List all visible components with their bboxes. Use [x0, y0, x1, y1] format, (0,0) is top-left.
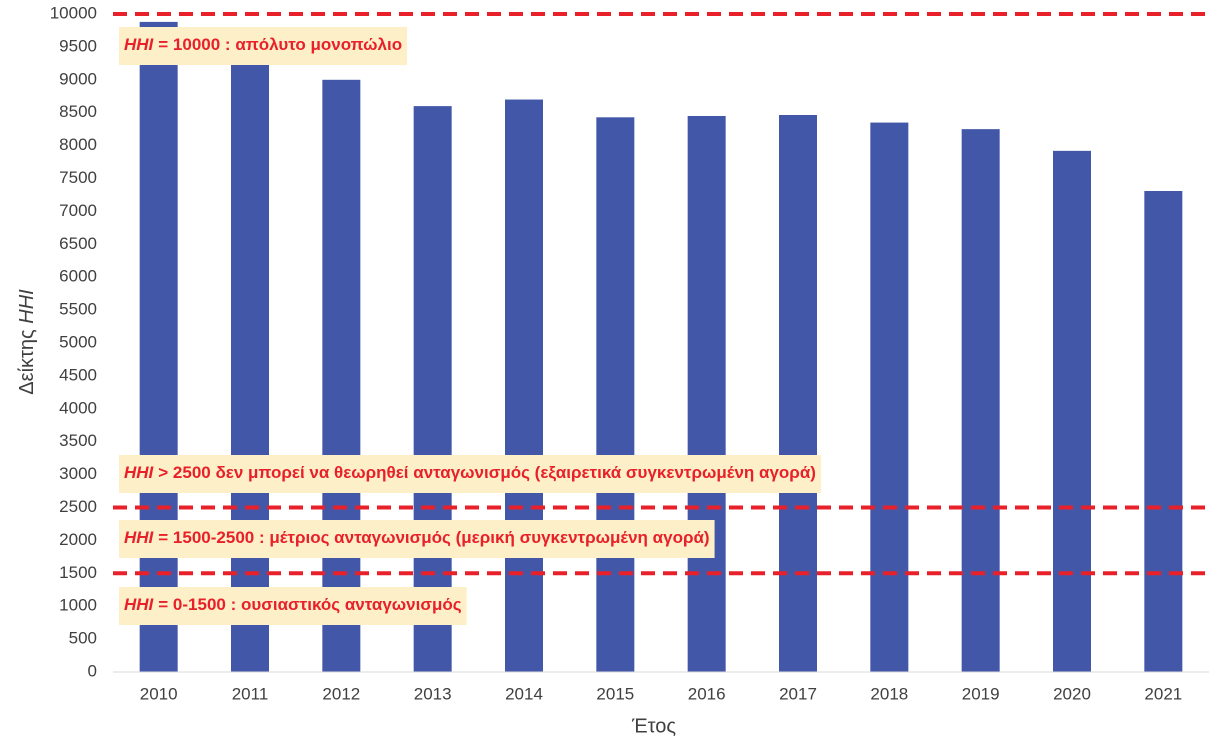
- x-tick-label: 2011: [232, 684, 269, 703]
- annotation-italic: HHI: [124, 595, 155, 614]
- y-tick-label: 10000: [50, 3, 97, 22]
- y-tick-label: 1000: [59, 596, 97, 615]
- y-tick-label: 6500: [59, 234, 97, 253]
- annotation-italic: HHI: [124, 528, 155, 547]
- y-axis-label: Δείκτης HHI: [16, 289, 38, 395]
- bar: [139, 21, 178, 673]
- x-tick-label: 2018: [870, 684, 908, 703]
- x-axis-label: Έτος: [631, 715, 676, 737]
- annotation: HHI = 1500-2500 : μέτριος ανταγωνισμός (μ…: [124, 528, 710, 547]
- annotation-text: = 1500-2500 : μέτριος ανταγωνισμός (μερι…: [158, 528, 709, 547]
- y-tick-label: 0: [88, 661, 97, 680]
- annotation-italic: HHI: [124, 35, 155, 54]
- y-tick-label: 7500: [59, 168, 97, 187]
- y-tick-label: 6000: [59, 267, 97, 286]
- y-tick-label: 8500: [59, 102, 97, 121]
- y-tick-label: 2500: [59, 497, 97, 516]
- annotation-text: = 10000 : απόλυτο μονοπώλιο: [158, 35, 402, 54]
- bar: [961, 129, 1000, 672]
- x-tick-label: 2012: [322, 684, 360, 703]
- bar: [413, 106, 452, 673]
- bar: [322, 79, 361, 673]
- bar: [1053, 150, 1091, 672]
- y-tick-label: 8000: [59, 135, 97, 154]
- y-tick-label: 500: [69, 629, 97, 648]
- y-axis-label-text: Δείκτης: [16, 329, 38, 395]
- y-tick-label: 3500: [59, 431, 97, 450]
- y-tick-label: 7000: [59, 201, 97, 220]
- x-tick-label: 2010: [140, 684, 178, 703]
- y-tick-label: 3000: [59, 464, 97, 483]
- y-tick-label: 5000: [59, 332, 97, 351]
- x-tick-label: 2015: [596, 684, 634, 703]
- y-axis-label-italic: HHI: [16, 289, 38, 324]
- y-tick-label: 4000: [59, 398, 97, 417]
- y-tick-label: 2000: [59, 530, 97, 549]
- bar: [231, 53, 269, 673]
- annotation: HHI = 10000 : απόλυτο μονοπώλιο: [124, 35, 402, 54]
- bar: [596, 117, 635, 672]
- y-tick-label: 5500: [59, 300, 97, 319]
- x-tick-label: 2016: [688, 684, 726, 703]
- bar: [505, 99, 543, 673]
- bar: [1144, 191, 1183, 672]
- annotation-text: > 2500 δεν μπορεί να θεωρηθεί ανταγωνισμ…: [158, 463, 816, 482]
- annotation-italic: HHI: [124, 463, 155, 482]
- x-tick-label: 2017: [779, 684, 817, 703]
- x-tick-label: 2014: [505, 684, 543, 703]
- annotation-box: [119, 587, 467, 625]
- annotation: HHI > 2500 δεν μπορεί να θεωρηθεί ανταγων…: [124, 463, 816, 482]
- x-tick-label: 2021: [1144, 684, 1182, 703]
- y-tick-label: 1500: [59, 563, 97, 582]
- annotation-text: = 0-1500 : ουσιαστικός ανταγωνισμός: [158, 595, 461, 614]
- annotation-box: [119, 455, 821, 493]
- annotation: HHI = 0-1500 : ουσιαστικός ανταγωνισμός: [124, 595, 462, 614]
- annotation-box: [119, 27, 408, 65]
- bar: [779, 115, 817, 673]
- y-tick-label: 4500: [59, 365, 97, 384]
- y-tick-label: 9500: [59, 36, 97, 55]
- bar: [870, 122, 909, 672]
- annotation-box: [119, 520, 715, 558]
- y-tick-label: 9000: [59, 69, 97, 88]
- bar: [687, 115, 726, 673]
- x-tick-label: 2013: [414, 684, 452, 703]
- x-tick-label: 2020: [1053, 684, 1091, 703]
- x-tick-label: 2019: [962, 684, 1000, 703]
